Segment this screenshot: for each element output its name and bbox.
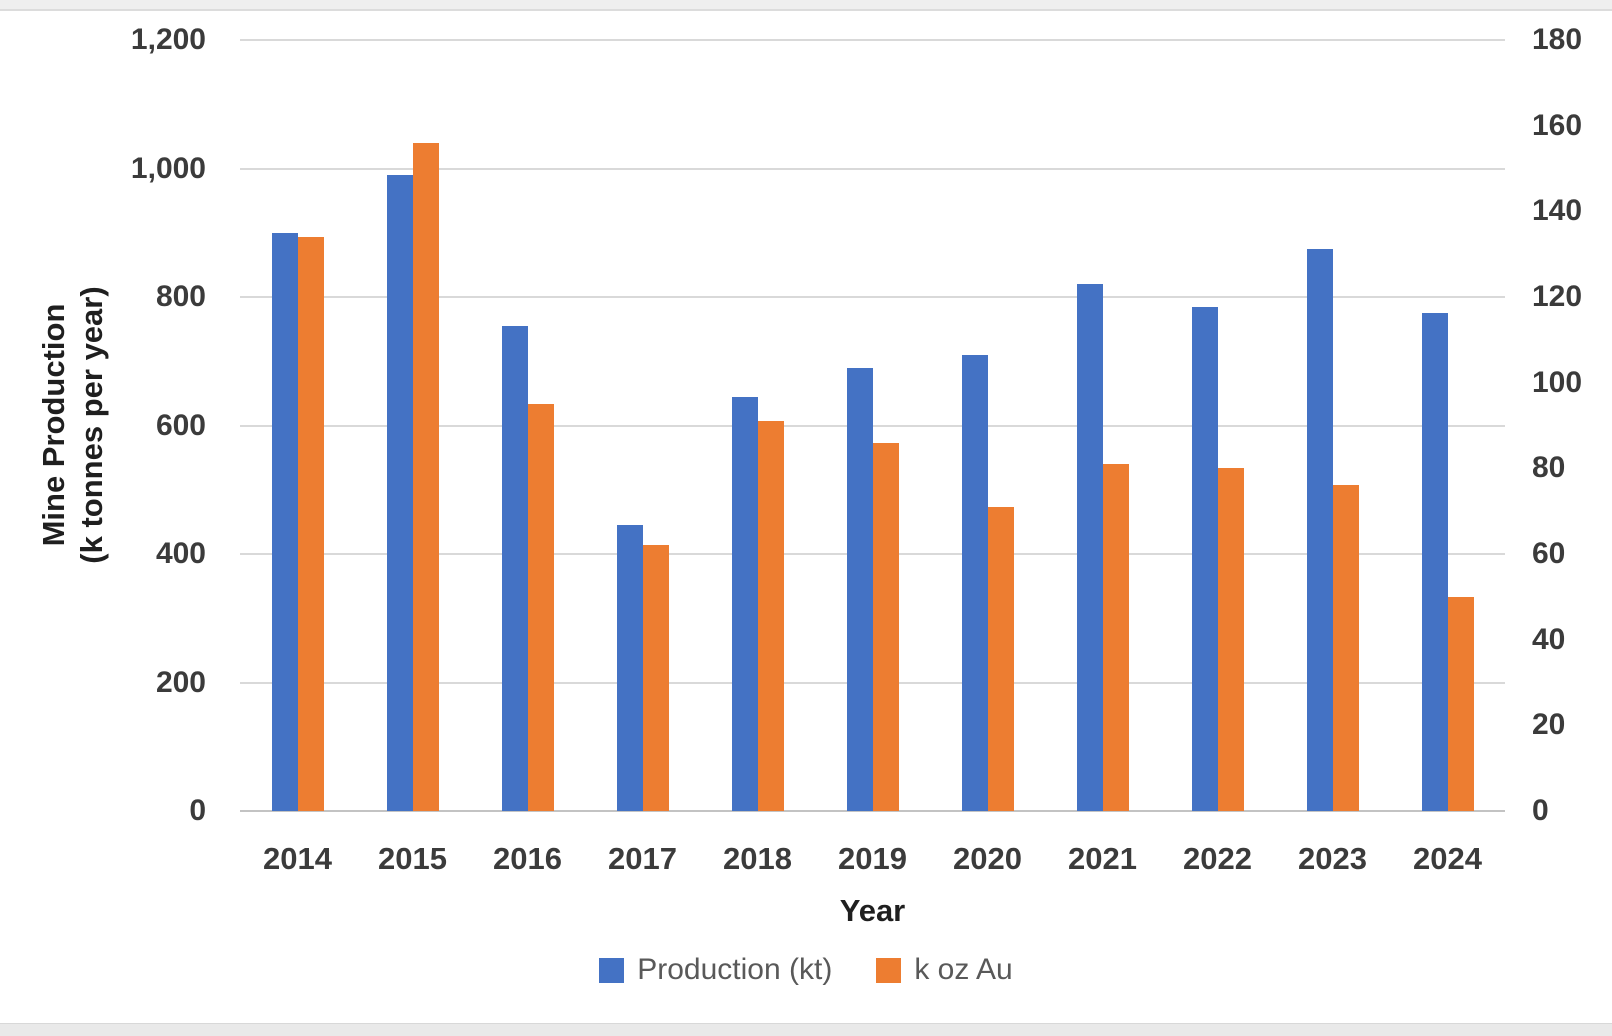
right-axis-tick-60: 60: [1532, 537, 1566, 570]
x-axis-label-2018: 2018: [723, 841, 792, 876]
bar-production-2019: [846, 367, 873, 811]
right-axis-tick-180: 180: [1532, 23, 1583, 56]
right-axis-tick-20: 20: [1532, 708, 1566, 742]
gridline: [240, 424, 1505, 427]
legend-swatch-production: [599, 957, 625, 983]
bar-production-2018: [731, 396, 758, 811]
category-group-2018: [700, 40, 815, 811]
x-axis-label-2019: 2019: [838, 841, 907, 876]
right-axis-tick-40: 40: [1532, 622, 1566, 656]
x-axis-label-2014: 2014: [263, 841, 332, 876]
category-group-2022: [1160, 40, 1275, 811]
category-group-2019: [815, 40, 930, 811]
x-axis-labels: 2014 2015 2016 2017 2018 2019 2020 2021 2022 2023…: [240, 838, 1505, 880]
gridline: [240, 39, 1505, 41]
category-group-2021: [1045, 40, 1160, 811]
bar-k-oz-au-2020: [987, 506, 1014, 811]
right-axis-tick-80: 80: [1532, 451, 1566, 485]
x-axis-line: [240, 810, 1505, 812]
legend: Production (kt) k oz Au: [0, 948, 1612, 992]
bar-k-oz-au-2016: [527, 404, 554, 811]
x-axis-label-2016: 2016: [493, 841, 562, 876]
bar-production-2014: [271, 232, 298, 811]
category-group-2016: [470, 40, 585, 811]
bar-production-2023: [1306, 248, 1333, 811]
left-axis-tick-600: 600: [155, 408, 206, 442]
gridline: [240, 167, 1505, 170]
left-axis-tick-1200: 1,200: [130, 23, 206, 56]
bar-production-2024: [1421, 313, 1448, 811]
bar-production-2016: [501, 325, 528, 811]
x-axis-label-2021: 2021: [1068, 841, 1137, 876]
bar-k-oz-au-2017: [642, 545, 669, 811]
left-axis-tick-labels: 1,200 1,000 800 600 400 200 0: [0, 0, 206, 1023]
legend-item-k-oz-au: k oz Au: [876, 953, 1013, 987]
plot-area: [240, 39, 1505, 812]
right-axis-tick-120: 120: [1532, 280, 1583, 313]
category-group-2015: [355, 40, 470, 811]
legend-label-k-oz-au: k oz Au: [914, 953, 1013, 986]
x-axis-label-2015: 2015: [378, 841, 447, 876]
bar-production-2022: [1191, 306, 1218, 811]
gridline: [240, 296, 1505, 298]
x-axis-label-2017: 2017: [608, 841, 677, 876]
category-group-2020: [930, 40, 1045, 811]
right-axis-tick-100: 100: [1532, 365, 1583, 399]
x-axis-label-2024: 2024: [1413, 841, 1482, 876]
x-axis-label-2023: 2023: [1298, 841, 1367, 876]
bar-k-oz-au-2018: [757, 421, 784, 811]
right-axis-tick-140: 140: [1532, 194, 1583, 228]
left-axis-tick-800: 800: [155, 280, 206, 313]
category-group-2023: [1275, 40, 1390, 811]
right-axis-tick-160: 160: [1532, 108, 1583, 142]
bar-production-2015: [386, 174, 413, 811]
window-bottom-edge: [0, 1023, 1612, 1036]
left-axis-tick-400: 400: [155, 537, 206, 570]
left-axis-tick-0: 0: [189, 794, 206, 827]
x-axis-title: Year: [839, 893, 906, 928]
left-axis-tick-1000: 1,000: [130, 151, 206, 185]
category-group-2017: [585, 40, 700, 811]
bar-k-oz-au-2014: [297, 237, 324, 811]
bar-k-oz-au-2022: [1217, 468, 1244, 811]
right-axis-tick-labels: 180 160 140 120 100 80 60 40 20 0: [1532, 0, 1612, 1023]
bar-k-oz-au-2015: [412, 142, 439, 811]
bar-production-2017: [616, 525, 643, 811]
right-axis-tick-0: 0: [1532, 794, 1549, 827]
x-axis-label-2020: 2020: [953, 841, 1022, 876]
legend-item-production: Production (kt): [599, 953, 832, 987]
bar-production-2020: [961, 354, 988, 811]
window-top-edge: [0, 0, 1612, 11]
x-axis-label-2022: 2022: [1183, 841, 1252, 876]
bar-k-oz-au-2024: [1447, 596, 1474, 811]
left-axis-tick-200: 200: [155, 665, 206, 699]
bar-production-2021: [1076, 284, 1103, 811]
bar-k-oz-au-2021: [1102, 464, 1129, 811]
bar-k-oz-au-2019: [872, 442, 899, 811]
legend-swatch-k-oz-au: [876, 957, 902, 983]
category-group-2024: [1390, 40, 1505, 811]
bar-k-oz-au-2023: [1332, 485, 1359, 811]
category-group-2014: [240, 40, 355, 811]
legend-label-production: Production (kt): [637, 953, 833, 986]
